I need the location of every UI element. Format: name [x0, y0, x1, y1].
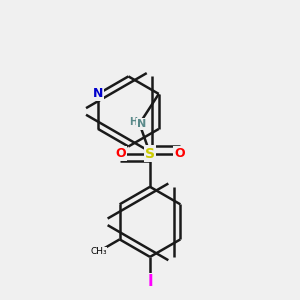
Text: S: S	[145, 146, 155, 161]
Text: N: N	[93, 87, 103, 101]
Text: H: H	[130, 117, 138, 127]
Text: O: O	[175, 147, 185, 160]
Text: O: O	[115, 147, 125, 160]
Text: I: I	[147, 274, 153, 289]
Text: CH₃: CH₃	[90, 247, 107, 256]
Text: N: N	[136, 119, 146, 129]
